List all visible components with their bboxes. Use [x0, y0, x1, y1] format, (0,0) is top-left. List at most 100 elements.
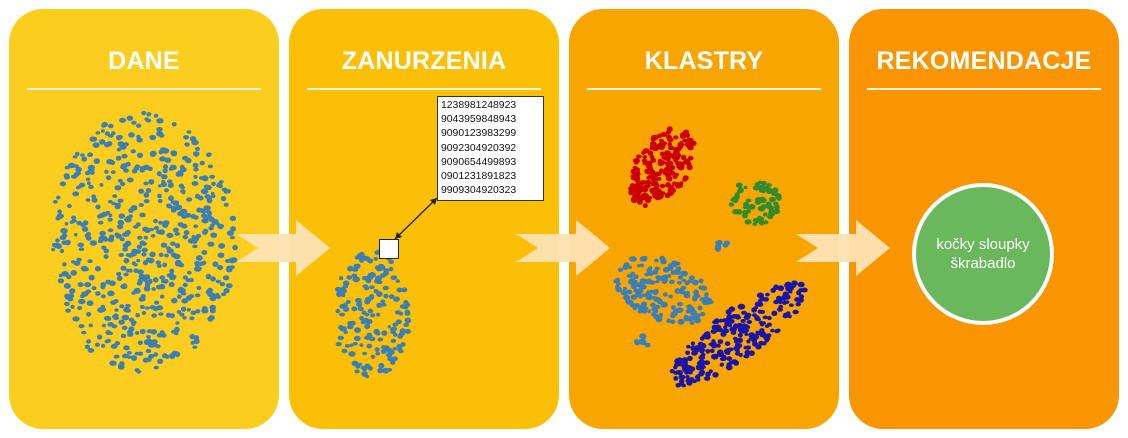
- data-point: [75, 151, 80, 156]
- data-point: [70, 304, 75, 309]
- cluster-point: [665, 134, 672, 140]
- cluster-point: [737, 332, 743, 338]
- cluster-point: [651, 296, 657, 300]
- data-point: [143, 286, 151, 292]
- cluster-point: [657, 176, 662, 181]
- cluster-point: [744, 332, 749, 336]
- cluster-point: [766, 190, 772, 194]
- recommendation-circle: kočky sloupky škrabadlo: [912, 183, 1054, 325]
- data-point: [153, 113, 159, 118]
- data-point: [335, 309, 341, 314]
- cluster-point: [728, 306, 736, 312]
- cluster-point: [709, 348, 715, 353]
- cluster-point: [744, 219, 752, 225]
- data-point: [86, 231, 91, 237]
- data-point: [155, 260, 161, 265]
- data-point: [114, 185, 122, 191]
- cluster-point: [655, 279, 660, 284]
- data-point: [141, 311, 147, 315]
- data-point: [203, 184, 210, 189]
- data-point: [151, 313, 158, 318]
- data-point: [142, 260, 149, 266]
- cluster-point: [794, 297, 800, 302]
- data-point: [114, 341, 121, 346]
- cluster-point: [642, 194, 649, 201]
- cluster-point: [683, 129, 690, 135]
- data-point: [343, 306, 350, 312]
- cluster-point: [704, 332, 711, 337]
- connector-arrowhead-icon: [430, 198, 437, 205]
- data-point: [192, 345, 198, 349]
- data-point: [179, 312, 185, 317]
- cluster-point: [737, 303, 746, 310]
- data-point: [348, 351, 356, 357]
- cluster-point: [652, 269, 659, 275]
- cluster-point: [711, 324, 718, 331]
- data-point: [193, 338, 200, 345]
- cluster-point: [774, 329, 780, 334]
- cluster-point: [758, 219, 765, 226]
- data-point: [388, 294, 395, 299]
- cluster-point: [725, 364, 733, 371]
- data-point: [178, 172, 184, 177]
- flow-arrow-icon: [236, 220, 330, 276]
- data-point: [370, 354, 376, 359]
- data-point: [202, 306, 208, 311]
- cluster-point: [649, 169, 656, 175]
- cluster-point: [723, 325, 728, 330]
- data-point: [373, 257, 379, 261]
- data-point: [94, 342, 100, 347]
- data-point: [404, 317, 411, 323]
- data-point: [362, 351, 368, 356]
- cluster-point: [635, 292, 642, 297]
- data-point: [116, 275, 123, 282]
- cluster-point: [777, 285, 785, 292]
- data-point: [337, 335, 344, 341]
- cluster-point: [687, 355, 693, 362]
- cluster-point: [729, 326, 737, 333]
- data-point: [215, 295, 221, 300]
- data-point: [139, 212, 146, 218]
- data-point: [100, 284, 106, 290]
- data-point: [166, 248, 174, 254]
- data-point: [88, 184, 94, 190]
- data-point: [128, 326, 135, 332]
- cluster-point: [742, 210, 748, 214]
- data-point: [376, 302, 383, 308]
- cluster-point: [645, 294, 653, 301]
- cluster-point: [694, 317, 702, 324]
- cluster-point: [746, 209, 751, 214]
- data-point: [353, 267, 357, 272]
- cluster-point: [626, 273, 634, 278]
- data-point: [229, 235, 235, 240]
- data-point: [156, 333, 163, 338]
- data-point: [186, 308, 191, 312]
- data-point: [105, 279, 112, 285]
- cluster-point: [748, 203, 756, 210]
- data-point: [346, 275, 353, 280]
- data-point: [341, 293, 346, 298]
- data-point: [51, 247, 55, 252]
- cluster-point: [769, 196, 776, 203]
- data-point: [165, 354, 170, 359]
- cluster-point: [630, 174, 636, 179]
- cluster-point: [659, 151, 666, 157]
- cluster-point: [765, 201, 770, 206]
- data-point: [178, 286, 184, 292]
- data-point: [166, 179, 173, 184]
- data-point: [104, 315, 111, 321]
- data-point: [169, 313, 175, 319]
- cluster-point: [655, 316, 663, 323]
- data-point: [126, 351, 132, 355]
- data-point: [77, 282, 84, 287]
- cluster-point: [643, 306, 649, 311]
- data-point: [114, 232, 120, 237]
- data-point: [57, 278, 65, 284]
- cluster-point: [655, 297, 662, 303]
- cluster-point: [670, 313, 676, 319]
- data-point: [193, 174, 198, 179]
- data-point: [141, 110, 147, 116]
- data-point: [64, 294, 71, 300]
- data-point: [160, 279, 167, 284]
- data-point: [117, 178, 123, 183]
